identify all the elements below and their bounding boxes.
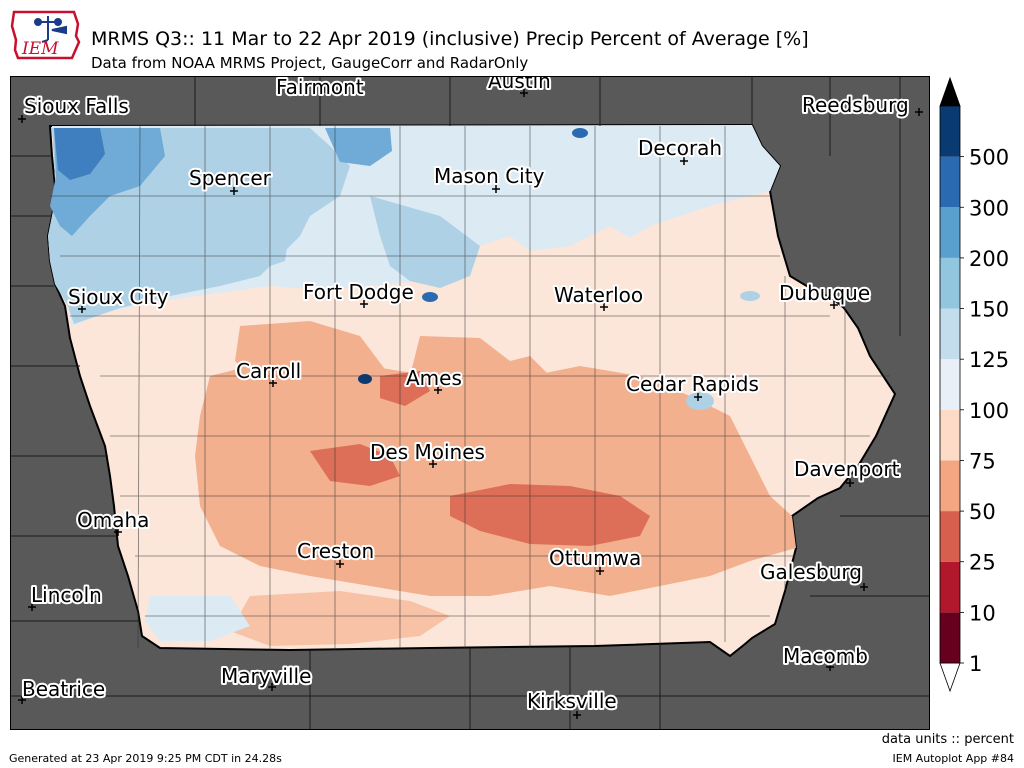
colorbar-segment <box>940 156 960 208</box>
city-label-waterloo: Waterloo <box>554 283 643 307</box>
colorbar-segment <box>940 257 960 309</box>
map: Sioux Falls Fairmont Austin Reedsburg De… <box>10 76 930 730</box>
app-id: IEM Autoplot App #84 <box>892 752 1015 765</box>
colorbar-tick-label: 200 <box>969 247 1009 271</box>
city-label-creston: Creston <box>297 539 374 563</box>
city-label-lincoln: Lincoln <box>31 583 102 607</box>
city-label-sioux-falls: Sioux Falls <box>24 94 129 118</box>
city-label-omaha: Omaha <box>77 508 149 532</box>
city-label-beatrice: Beatrice <box>22 677 105 701</box>
city-label-fairmont: Fairmont <box>276 76 364 99</box>
iem-logo: IEM <box>10 10 81 60</box>
logo-text: IEM <box>21 39 59 59</box>
city-label-davenport: Davenport <box>794 457 900 481</box>
city-label-dubuque: Dubuque <box>779 281 870 305</box>
colorbar-segment <box>940 359 960 410</box>
precip-shading <box>48 125 796 646</box>
colorbar-tick-label: 300 <box>969 196 1009 220</box>
city-label-kirksville: Kirksville <box>527 689 617 713</box>
generated-timestamp: Generated at 23 Apr 2019 9:25 PM CDT in … <box>9 752 282 765</box>
colorbar-tick-label: 150 <box>969 298 1009 322</box>
colorbar-tick-label: 25 <box>969 551 996 575</box>
colorbar-tick-label: 75 <box>969 449 996 473</box>
colorbar-tick-label: 500 <box>969 146 1009 170</box>
colorbar-tick-label: 100 <box>969 399 1009 423</box>
colorbar-over-arrow <box>939 76 961 107</box>
colorbar-segment <box>940 511 960 562</box>
city-label-galesburg: Galesburg <box>760 560 862 584</box>
weather-station-icon <box>34 16 67 43</box>
colorbar-segment <box>940 106 960 157</box>
colorbar-tick-label: 10 <box>969 601 996 625</box>
chart-title: MRMS Q3:: 11 Mar to 22 Apr 2019 (inclusi… <box>91 28 809 50</box>
city-label-spencer: Spencer <box>189 166 272 190</box>
city-label-maryville: Maryville <box>221 664 311 688</box>
colorbar-segment <box>940 308 960 360</box>
city-label-ames: Ames <box>406 366 462 390</box>
colorbar-body: 1 10 25 50 75 100 125 150 200 300 500 <box>939 76 1009 693</box>
colorbar-segment <box>940 207 960 258</box>
data-units-note: data units :: percent <box>881 732 1014 747</box>
iowa-outline-icon <box>10 10 81 60</box>
colorbar-segment <box>940 460 960 512</box>
city-labels: Sioux Falls Fairmont Austin Reedsburg De… <box>20 76 911 715</box>
chart-subtitle: Data from NOAA MRMS Project, GaugeCorr a… <box>91 54 529 72</box>
city-label-decorah: Decorah <box>638 136 722 160</box>
colorbar-tick-label: 1 <box>969 652 982 676</box>
city-label-mason-city: Mason City <box>434 164 545 188</box>
colorbar-segment <box>940 612 960 663</box>
colorbar-segment <box>940 561 960 613</box>
city-label-des-moines: Des Moines <box>370 440 485 464</box>
neighbor-borders <box>10 76 930 730</box>
city-label-sioux-city: Sioux City <box>68 285 169 309</box>
county-lines <box>50 125 890 650</box>
colorbar: 1 10 25 50 75 100 125 150 200 300 500 <box>939 76 1009 693</box>
colorbar-frame <box>939 105 961 664</box>
city-label-ottumwa: Ottumwa <box>549 546 641 570</box>
city-label-fort-dodge: Fort Dodge <box>303 280 414 304</box>
city-label-carroll: Carroll <box>236 359 301 383</box>
colorbar-segment <box>940 409 960 461</box>
map-border <box>10 76 930 730</box>
city-label-austin: Austin <box>488 76 551 93</box>
colorbar-tick-label: 125 <box>969 348 1009 372</box>
city-label-cedar-rapids: Cedar Rapids <box>626 372 759 396</box>
city-label-macomb: Macomb <box>783 644 868 668</box>
city-label-reedsburg: Reedsburg <box>802 93 909 117</box>
colorbar-under-arrow <box>939 662 961 693</box>
city-markers <box>18 85 923 719</box>
colorbar-tick-label: 50 <box>969 500 996 524</box>
